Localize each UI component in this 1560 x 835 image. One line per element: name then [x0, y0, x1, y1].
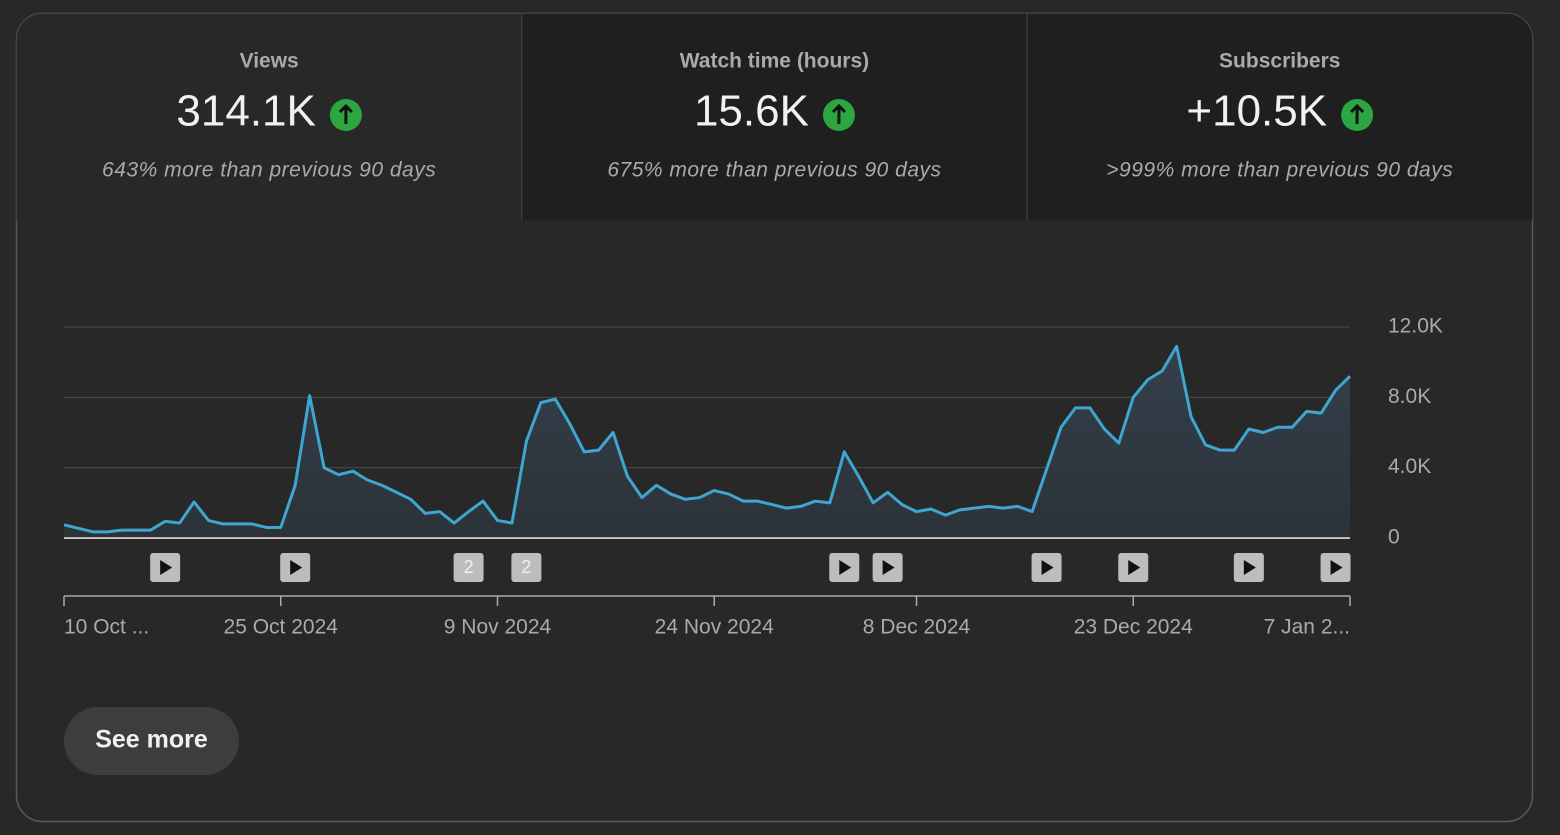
see-more-button[interactable]: See more — [64, 707, 239, 775]
play-icon[interactable] — [882, 560, 895, 575]
play-icon[interactable] — [1128, 560, 1141, 575]
x-tick-label: 9 Nov 2024 — [444, 616, 552, 639]
video-marker[interactable] — [1118, 553, 1149, 582]
tab-value: +10.5K — [1186, 87, 1327, 136]
x-tick-label: 7 Jan 2... — [1264, 616, 1350, 639]
video-marker[interactable] — [829, 553, 860, 582]
tab-bg[interactable] — [521, 13, 1028, 221]
y-tick-label: 8.0K — [1388, 385, 1431, 408]
trend-up-arrow — [338, 103, 353, 124]
play-icon[interactable] — [290, 560, 303, 575]
marker-box[interactable] — [511, 553, 542, 582]
play-icon[interactable] — [1243, 560, 1256, 575]
button-bg[interactable] — [64, 707, 239, 775]
marker-count[interactable]: 2 — [521, 557, 531, 577]
button-label[interactable]: See more — [95, 726, 208, 754]
trend-up-arrow — [1350, 103, 1365, 124]
x-tick-label: 24 Nov 2024 — [655, 616, 774, 639]
tab-comparison: 675% more than previous 90 days — [607, 159, 941, 182]
video-marker[interactable] — [1031, 553, 1062, 582]
metric-tab[interactable]: Watch time (hours) 15.6K 675% more than pr… — [521, 13, 1028, 221]
x-tick-label: 10 Oct ... — [64, 616, 149, 639]
video-marker[interactable]: 2 — [511, 553, 542, 582]
line — [63, 344, 1352, 534]
tab-title: Subscribers — [1219, 50, 1340, 73]
video-marker[interactable] — [280, 553, 311, 582]
metric-tab[interactable]: Subscribers +10.5K >999% more than previou… — [1026, 13, 1533, 221]
play-icon[interactable] — [1330, 560, 1343, 575]
video-marker[interactable] — [872, 553, 903, 582]
y-tick-label: 0 — [1388, 526, 1400, 549]
tab-comparison: 643% more than previous 90 days — [102, 159, 436, 182]
tab-bg[interactable] — [1027, 13, 1533, 221]
x-tick-label: 25 Oct 2024 — [224, 616, 339, 639]
area — [64, 346, 1350, 538]
y-tick-label: 4.0K — [1388, 455, 1431, 478]
tab-title: Views — [240, 50, 299, 73]
play-icon[interactable] — [160, 560, 173, 575]
y-tick-label: 12.0K — [1388, 315, 1443, 338]
tab-comparison: >999% more than previous 90 days — [1106, 159, 1453, 182]
tab-value: 15.6K — [694, 87, 809, 136]
video-marker[interactable] — [1233, 553, 1264, 582]
metric-tab[interactable]: Views 314.1K 643% more than previous 90 da… — [16, 13, 522, 221]
x-tick-label: 23 Dec 2024 — [1074, 616, 1193, 639]
marker-count[interactable]: 2 — [464, 557, 474, 577]
tab-bg[interactable] — [16, 13, 522, 221]
video-marker[interactable]: 2 — [453, 553, 484, 582]
video-marker[interactable] — [150, 553, 181, 582]
tab-value: 314.1K — [176, 87, 315, 136]
play-icon[interactable] — [1041, 560, 1054, 575]
x-tick-label: 8 Dec 2024 — [863, 616, 971, 639]
tab-title: Watch time (hours) — [680, 50, 869, 73]
trend-up-arrow — [831, 103, 847, 124]
video-marker[interactable] — [1320, 553, 1351, 582]
play-icon[interactable] — [839, 560, 852, 575]
marker-box[interactable] — [453, 553, 484, 582]
